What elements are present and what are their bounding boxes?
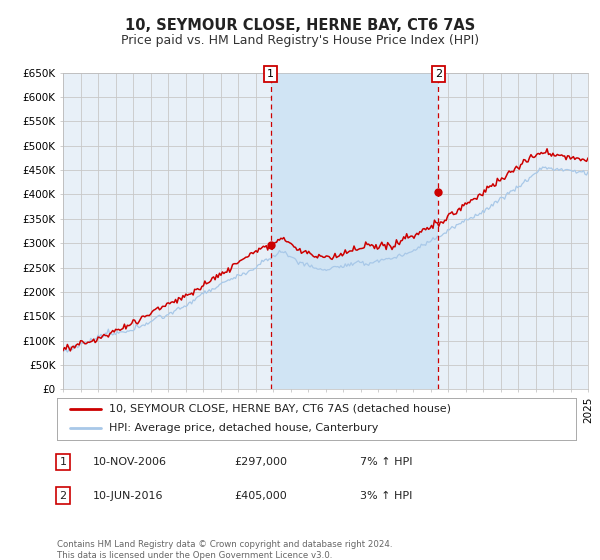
Text: 7% ↑ HPI: 7% ↑ HPI [360,457,413,467]
Text: £405,000: £405,000 [234,491,287,501]
Text: 2: 2 [59,491,67,501]
Text: 2: 2 [434,69,442,80]
Text: £297,000: £297,000 [234,457,287,467]
Text: 10-NOV-2006: 10-NOV-2006 [93,457,167,467]
Text: 3% ↑ HPI: 3% ↑ HPI [360,491,412,501]
Text: HPI: Average price, detached house, Canterbury: HPI: Average price, detached house, Cant… [109,423,378,433]
Text: Price paid vs. HM Land Registry's House Price Index (HPI): Price paid vs. HM Land Registry's House … [121,34,479,47]
Text: 1: 1 [267,69,274,80]
Text: 1: 1 [59,457,67,467]
Text: Contains HM Land Registry data © Crown copyright and database right 2024.
This d: Contains HM Land Registry data © Crown c… [57,539,392,560]
Text: 10, SEYMOUR CLOSE, HERNE BAY, CT6 7AS (detached house): 10, SEYMOUR CLOSE, HERNE BAY, CT6 7AS (d… [109,404,451,414]
Bar [271,73,438,389]
Text: 10, SEYMOUR CLOSE, HERNE BAY, CT6 7AS: 10, SEYMOUR CLOSE, HERNE BAY, CT6 7AS [125,18,475,32]
Text: 10-JUN-2016: 10-JUN-2016 [93,491,163,501]
